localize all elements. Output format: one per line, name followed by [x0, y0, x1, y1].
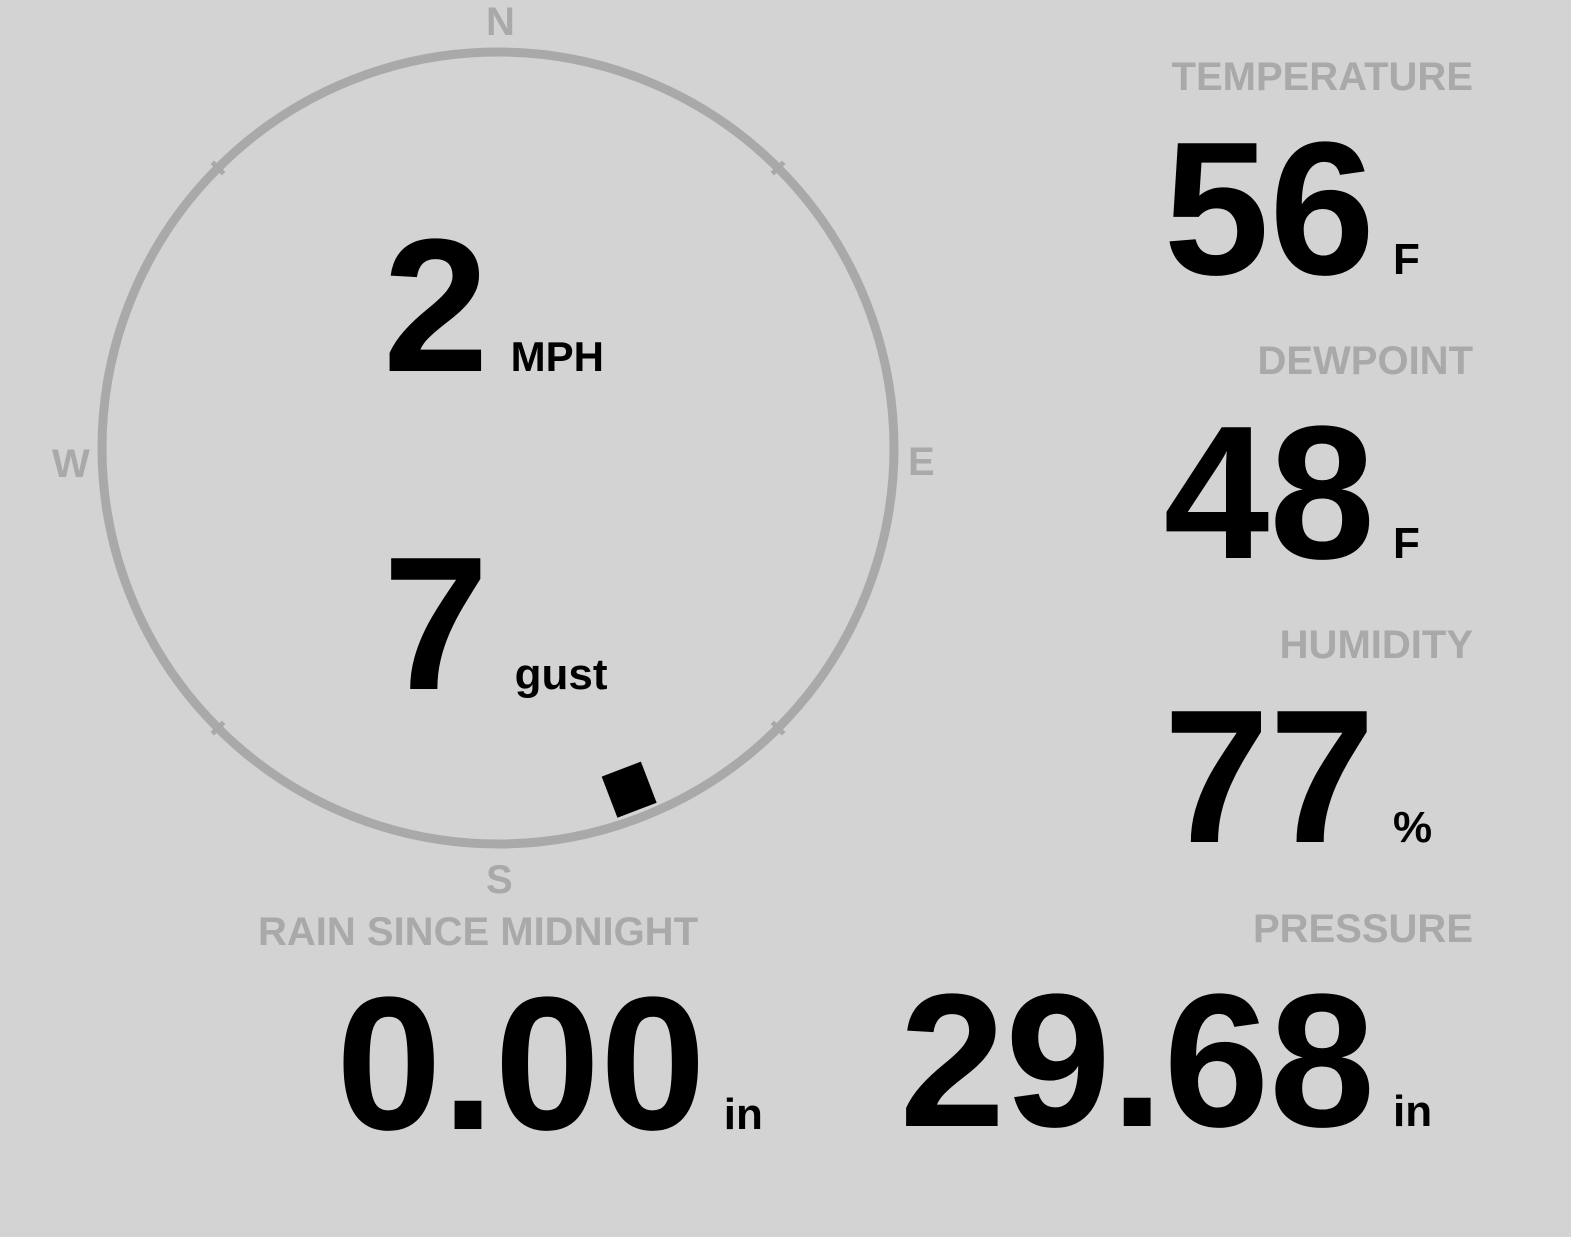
compass-west: W [52, 442, 90, 486]
pressure-value: 29.68 [899, 955, 1375, 1167]
compass-north: N [486, 0, 515, 44]
compass-east: E [908, 440, 935, 484]
wind-gust-row: 7 gust [383, 515, 608, 733]
wind-direction-marker [601, 761, 657, 818]
humidity-label: HUMIDITY [1279, 623, 1473, 667]
temperature-value: 56 [1163, 103, 1375, 315]
wind-speed: 2 [383, 200, 489, 412]
dewpoint-block: DEWPOINT 48 F [773, 339, 1473, 602]
dewpoint-value: 48 [1163, 387, 1375, 599]
pressure-block: PRESSURE 29.68 in [773, 907, 1473, 1170]
wind-speed-row: 2 MPH [383, 197, 604, 415]
wind-gust: 7 [383, 518, 489, 730]
temperature-label: TEMPERATURE [1171, 55, 1473, 99]
dewpoint-label: DEWPOINT [1257, 339, 1473, 383]
humidity-unit: % [1393, 803, 1433, 852]
pressure-unit: in [1393, 1087, 1433, 1136]
temperature-block: TEMPERATURE 56 F [773, 55, 1473, 318]
rain-label: RAIN SINCE MIDNIGHT [258, 910, 698, 954]
compass-tick [210, 160, 226, 176]
humidity-block: HUMIDITY 77% [773, 623, 1473, 886]
compass-tick [770, 160, 786, 176]
wind-speed-unit: MPH [510, 333, 605, 380]
dewpoint-unit: F [1393, 519, 1420, 568]
rain-block: RAIN SINCE MIDNIGHT 0.00 in [258, 910, 763, 1173]
compass-south: S [486, 858, 513, 902]
rain-value: 0.00 [336, 958, 706, 1170]
rain-unit: in [723, 1090, 763, 1139]
humidity-value: 77 [1163, 671, 1375, 883]
compass-tick [210, 720, 226, 736]
pressure-label: PRESSURE [1252, 907, 1473, 951]
compass-tick [770, 720, 786, 736]
compass-ring [97, 47, 899, 849]
temperature-unit: F [1393, 235, 1420, 284]
wind-gust-label: gust [514, 650, 608, 699]
